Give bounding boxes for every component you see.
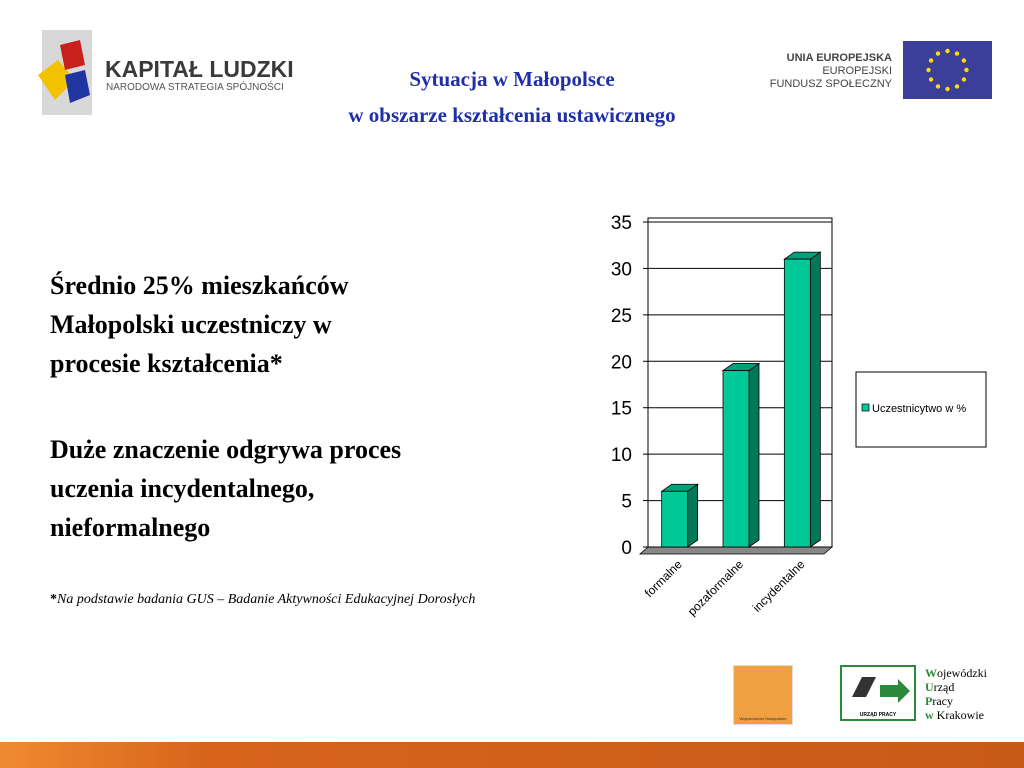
office-line: Urząd — [925, 680, 955, 694]
flag-star — [954, 84, 960, 89]
text-line: Duże znaczenie odgrywa proces — [50, 435, 402, 464]
footnote: *Na podstawie badania GUS – Badanie Akty… — [50, 592, 475, 608]
text-line: procesie kształcenia* — [50, 349, 283, 378]
program-subtitle: NARODOWA STRATEGIA SPÓJNOŚCI — [106, 82, 284, 93]
bar — [661, 490, 689, 548]
office-badge: URZĄD PRACY — [840, 665, 916, 721]
paragraph: Duże znaczenie odgrywa proces uczenia in… — [50, 430, 401, 547]
office-name: Wojewódzki Urząd Pracy w Krakowie — [925, 666, 987, 722]
title: w obszarze kształcenia ustawicznego — [348, 103, 676, 127]
eu-flag — [903, 41, 992, 99]
y-tick-label: 0 — [621, 538, 632, 559]
x-tick-label: formalne — [642, 557, 685, 600]
flag-star — [945, 86, 950, 92]
flag-star — [935, 84, 941, 89]
chart: 0 5 10 15 20 25 30 35 formalne pozaformalne incyde… — [611, 213, 987, 619]
bar-side — [748, 362, 760, 548]
text-line: Średnio 25% mieszkańców — [50, 271, 349, 300]
eu-text: UNIA EUROPEJSKA EUROPEJSKI FUNDUSZ SPOŁE… — [770, 52, 892, 91]
text-line: uczenia incydentalnego, — [50, 474, 315, 503]
bar — [722, 370, 750, 548]
paragraph: Średnio 25% mieszkańców Małopolski uczes… — [50, 266, 349, 383]
floor — [638, 546, 834, 555]
y-tick-label: 35 — [611, 213, 632, 234]
flag-star — [935, 51, 941, 56]
text-line: Małopolski uczestniczy w — [50, 310, 332, 339]
x-tick-label: incydentalne — [750, 557, 808, 615]
bar-side — [809, 251, 821, 548]
office-badge-text: URZĄD PRACY — [859, 712, 897, 718]
y-tick-label: 25 — [611, 306, 632, 327]
office-line: Pracy — [925, 694, 953, 708]
flag-star — [954, 51, 960, 56]
flag-star — [961, 77, 967, 82]
flag-star — [945, 48, 950, 54]
eu-line: EUROPEJSKI — [822, 65, 892, 77]
y-tick-label: 30 — [611, 259, 632, 280]
region-logo: Województwo Małopolskie — [733, 665, 793, 725]
footnote-text: Na podstawie badania GUS – Badanie Aktyw… — [57, 592, 476, 607]
office-line: Wojewódzki — [925, 666, 987, 680]
y-tick-label: 20 — [611, 352, 632, 373]
bar — [783, 258, 811, 548]
x-tick-label: pozaformalne — [685, 557, 747, 619]
legend-box — [855, 371, 987, 448]
text-line: nieformalnego — [50, 513, 211, 542]
flag-star — [926, 67, 931, 73]
flag-star — [928, 58, 934, 63]
footer-bar — [0, 742, 1024, 768]
footnote-mark: * — [50, 592, 57, 607]
title: Sytuacja w Małopolsce — [409, 67, 615, 91]
office-line: w Krakowie — [925, 708, 984, 722]
legend-label: Uczestnicytwo w % — [872, 403, 966, 415]
kl-logo-icon — [38, 30, 92, 115]
region-logo-text: Województwo Małopolskie — [739, 716, 787, 721]
flag-star — [961, 58, 967, 63]
eu-line: FUNDUSZ SPOŁECZNY — [769, 78, 892, 90]
office-icon — [852, 677, 910, 703]
y-tick-label: 10 — [611, 445, 632, 466]
eu-line: UNIA EUROPEJSKA — [786, 52, 892, 64]
flag-star — [964, 67, 969, 73]
legend-key — [861, 403, 870, 412]
y-tick-label: 15 — [611, 399, 632, 420]
flag-star — [928, 77, 934, 82]
bar-side — [687, 483, 699, 548]
y-tick-label: 5 — [621, 492, 632, 513]
program-name: KAPITAŁ LUDZKI — [105, 56, 294, 82]
